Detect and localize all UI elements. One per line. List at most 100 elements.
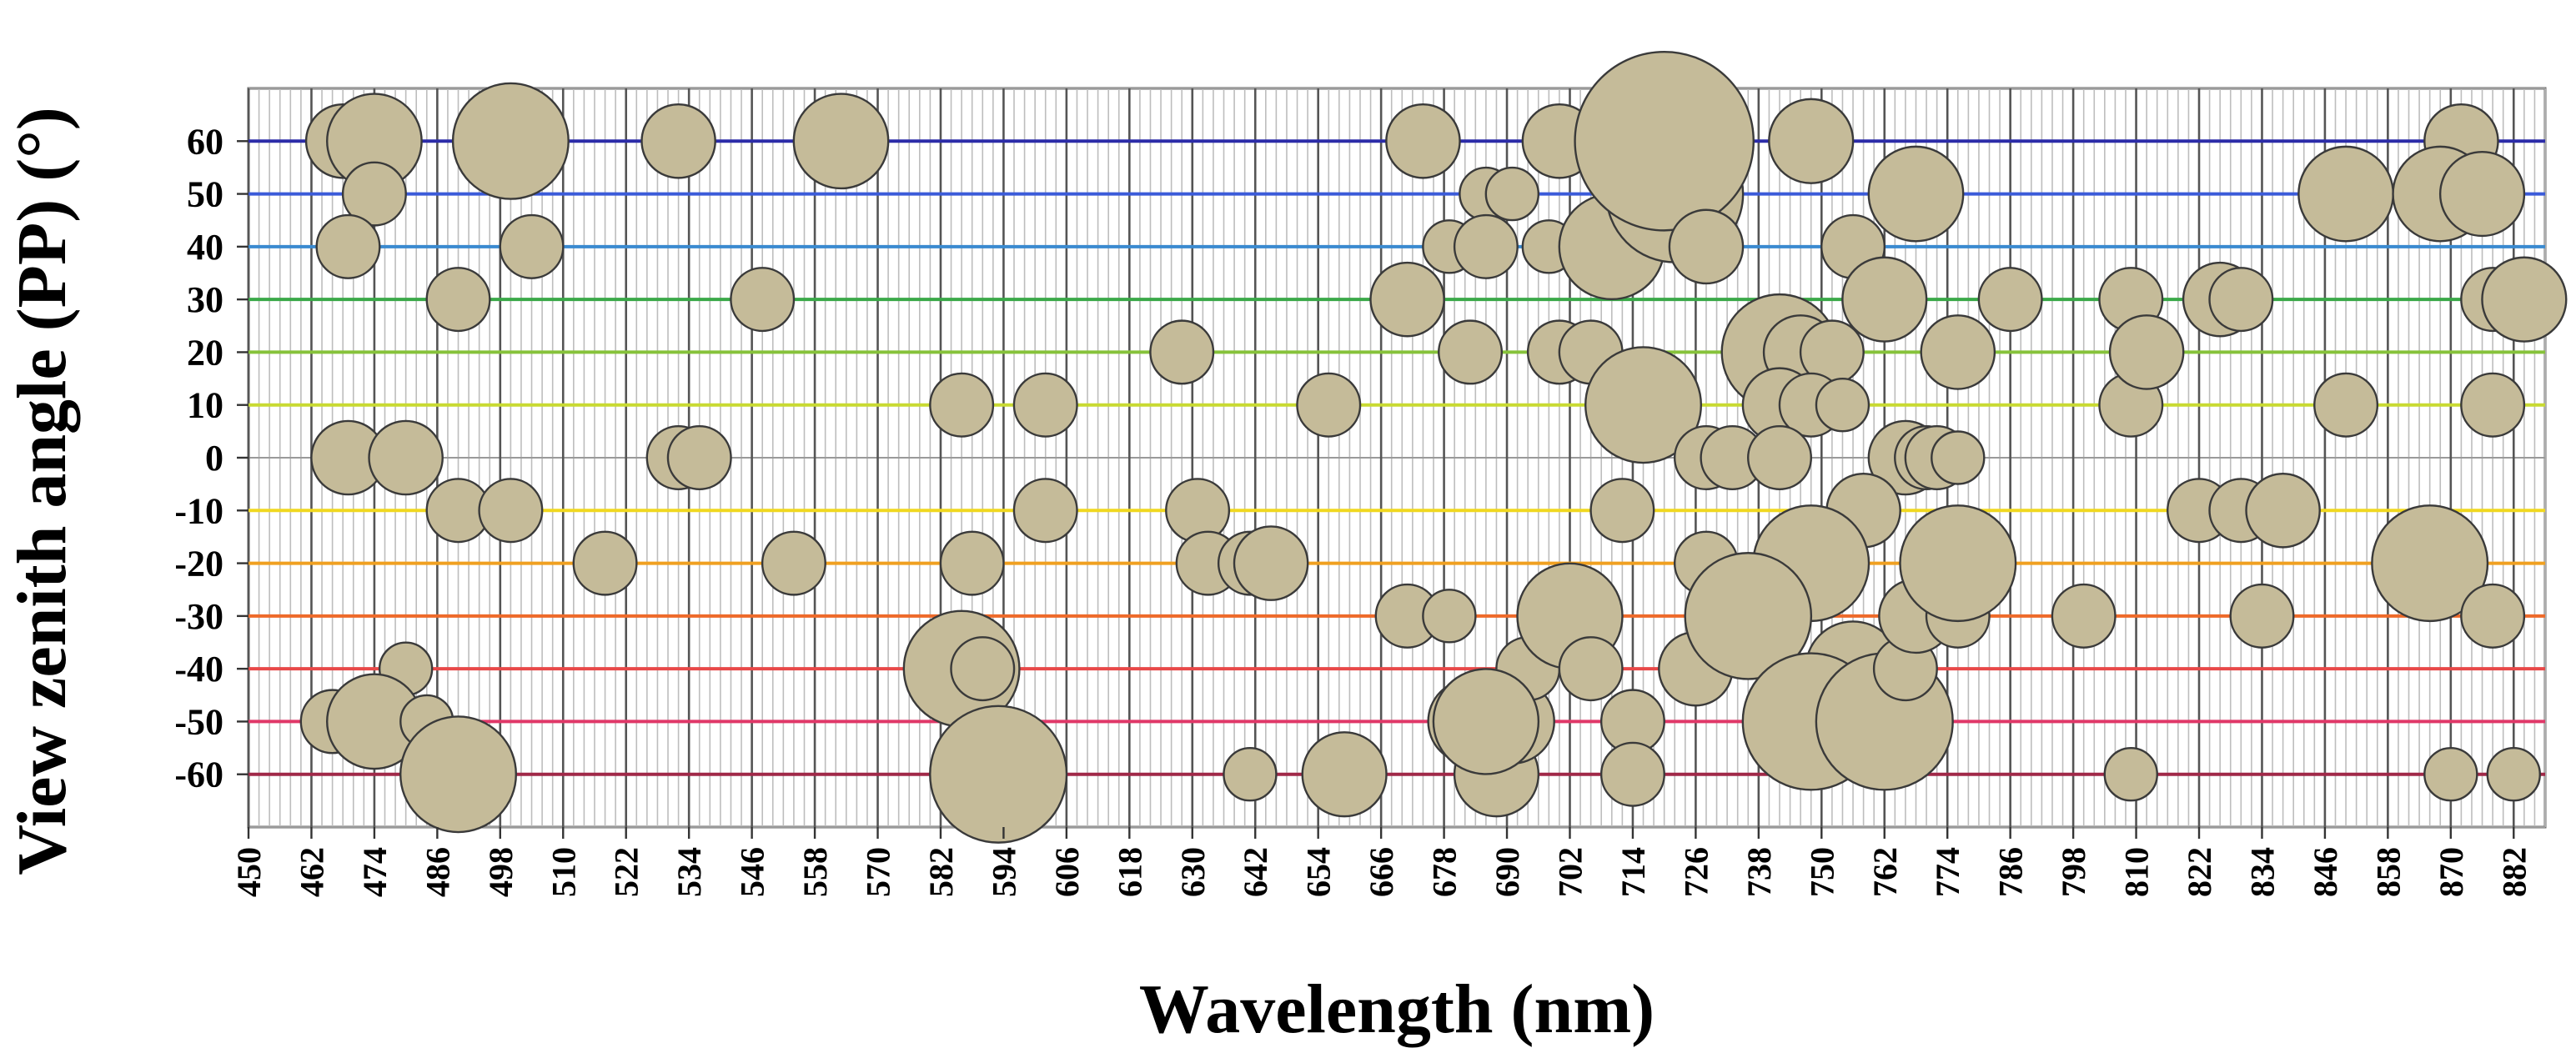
y-tick-label: 30	[187, 279, 223, 320]
bubble-point	[1920, 314, 1996, 390]
x-tick-label: 822	[2181, 847, 2218, 897]
x-tick-label: 786	[1992, 847, 2030, 897]
bubble-point	[1977, 267, 2043, 333]
x-tick-label: 450	[230, 847, 268, 897]
bubble-point	[1584, 346, 1703, 464]
bubble-point	[2245, 472, 2321, 549]
x-tick-label: 858	[2369, 847, 2407, 897]
bubble-point	[1296, 372, 1362, 438]
bubble-point	[939, 530, 1005, 596]
bubble-point	[2051, 583, 2117, 649]
bubble-point	[1369, 261, 1445, 338]
x-axis-ticks: 450 462 474 486 498 510 522 534 546 558 570 582 594 6…	[230, 827, 2533, 897]
bubble-point	[2229, 583, 2295, 649]
bubble-point	[950, 636, 1016, 702]
y-tick-label: 40	[187, 227, 223, 268]
bubble-point	[1558, 636, 1624, 702]
bubble-point	[1574, 50, 1755, 232]
y-tick-label: 60	[187, 121, 223, 162]
bubble-point	[425, 267, 491, 333]
bubble-point	[1301, 731, 1388, 818]
x-tick-label: 594	[985, 847, 1022, 897]
x-tick-label: 690	[1489, 847, 1526, 897]
bubble-point	[1867, 145, 1965, 243]
bubble-point	[1589, 478, 1655, 544]
x-tick-label: 522	[608, 847, 645, 897]
bubble-point	[1422, 589, 1477, 644]
bubble-point	[2108, 314, 2185, 390]
bubble-point	[1453, 213, 1519, 279]
bubble-point	[1899, 504, 2017, 623]
x-tick-label: 678	[1426, 847, 1464, 897]
x-tick-label: 810	[2118, 847, 2156, 897]
y-tick-label: 0	[205, 438, 223, 479]
bubble-point	[499, 213, 565, 279]
bubble-point	[2103, 747, 2158, 802]
bubble-point	[478, 478, 544, 544]
bubble-point	[341, 161, 407, 227]
bubble-point	[761, 530, 826, 596]
x-tick-label: 798	[2055, 847, 2092, 897]
bubble-point	[2371, 504, 2489, 623]
bubble-point	[2460, 583, 2526, 649]
x-tick-label: 462	[293, 847, 330, 897]
bubble-point	[1438, 319, 1504, 385]
x-tick-label: 558	[796, 847, 834, 897]
x-tick-label: 582	[922, 847, 960, 897]
bubble-point	[929, 372, 995, 438]
y-tick-label: -40	[174, 649, 223, 689]
bubble-point	[2423, 747, 2478, 802]
bubble-point	[451, 82, 570, 200]
bubble-point	[929, 704, 1068, 844]
y-tick-label: -20	[174, 544, 223, 584]
x-tick-label: 498	[482, 847, 520, 897]
bubble-point	[2208, 267, 2274, 333]
x-tick-label: 642	[1237, 847, 1274, 897]
x-tick-label: 834	[2243, 847, 2281, 897]
bubble-point	[1223, 747, 1278, 802]
bubble-point	[1815, 378, 1870, 433]
x-tick-label: 606	[1048, 847, 1086, 897]
bubble-point	[1768, 98, 1855, 184]
x-tick-label: 570	[860, 847, 897, 897]
x-tick-label: 870	[2433, 847, 2470, 897]
bubble-point	[1432, 668, 1540, 775]
y-axis-title: View zenith angle (PP) (°)	[3, 107, 81, 875]
y-tick-label: -30	[174, 596, 223, 637]
y-tick-label: -50	[174, 701, 223, 742]
bubble-point	[1233, 525, 1309, 601]
bubble-point	[640, 103, 716, 179]
bubble-point	[1385, 103, 1461, 179]
x-tick-label: 474	[356, 847, 394, 897]
bubble-point	[2297, 145, 2394, 243]
bubble-point	[1668, 208, 1745, 285]
bubble-point	[399, 715, 518, 834]
bubble-point	[1012, 478, 1078, 544]
x-tick-label: 510	[545, 847, 582, 897]
bubble-point	[1684, 552, 1813, 680]
bubble-point	[315, 213, 381, 279]
y-tick-label: 50	[187, 174, 223, 215]
bubble-point	[792, 93, 890, 190]
x-tick-label: 738	[1740, 847, 1778, 897]
bubble-point	[1599, 741, 1665, 807]
x-tick-label: 546	[734, 847, 771, 897]
x-tick-label: 702	[1551, 847, 1589, 897]
x-tick-label: 630	[1174, 847, 1212, 897]
bubble-point	[730, 267, 796, 333]
x-tick-label: 882	[2495, 847, 2533, 897]
y-axis-ticks: 60 50 40 30 20 10 0 -10 -20 -30 -40 -50 -60	[174, 121, 249, 795]
x-tick-label: 666	[1363, 847, 1400, 897]
x-tick-label: 774	[1929, 847, 1966, 897]
bubble-point	[1484, 166, 1540, 222]
bubble-point	[666, 425, 732, 491]
bubble-point	[2481, 256, 2568, 343]
y-tick-label: 10	[187, 385, 223, 426]
bubble-point	[368, 419, 444, 496]
bubble-point	[1746, 425, 1812, 491]
x-tick-label: 726	[1677, 847, 1715, 897]
x-tick-label: 762	[1866, 847, 1904, 897]
bubble-point	[2313, 372, 2379, 438]
x-tick-label: 714	[1614, 847, 1652, 897]
